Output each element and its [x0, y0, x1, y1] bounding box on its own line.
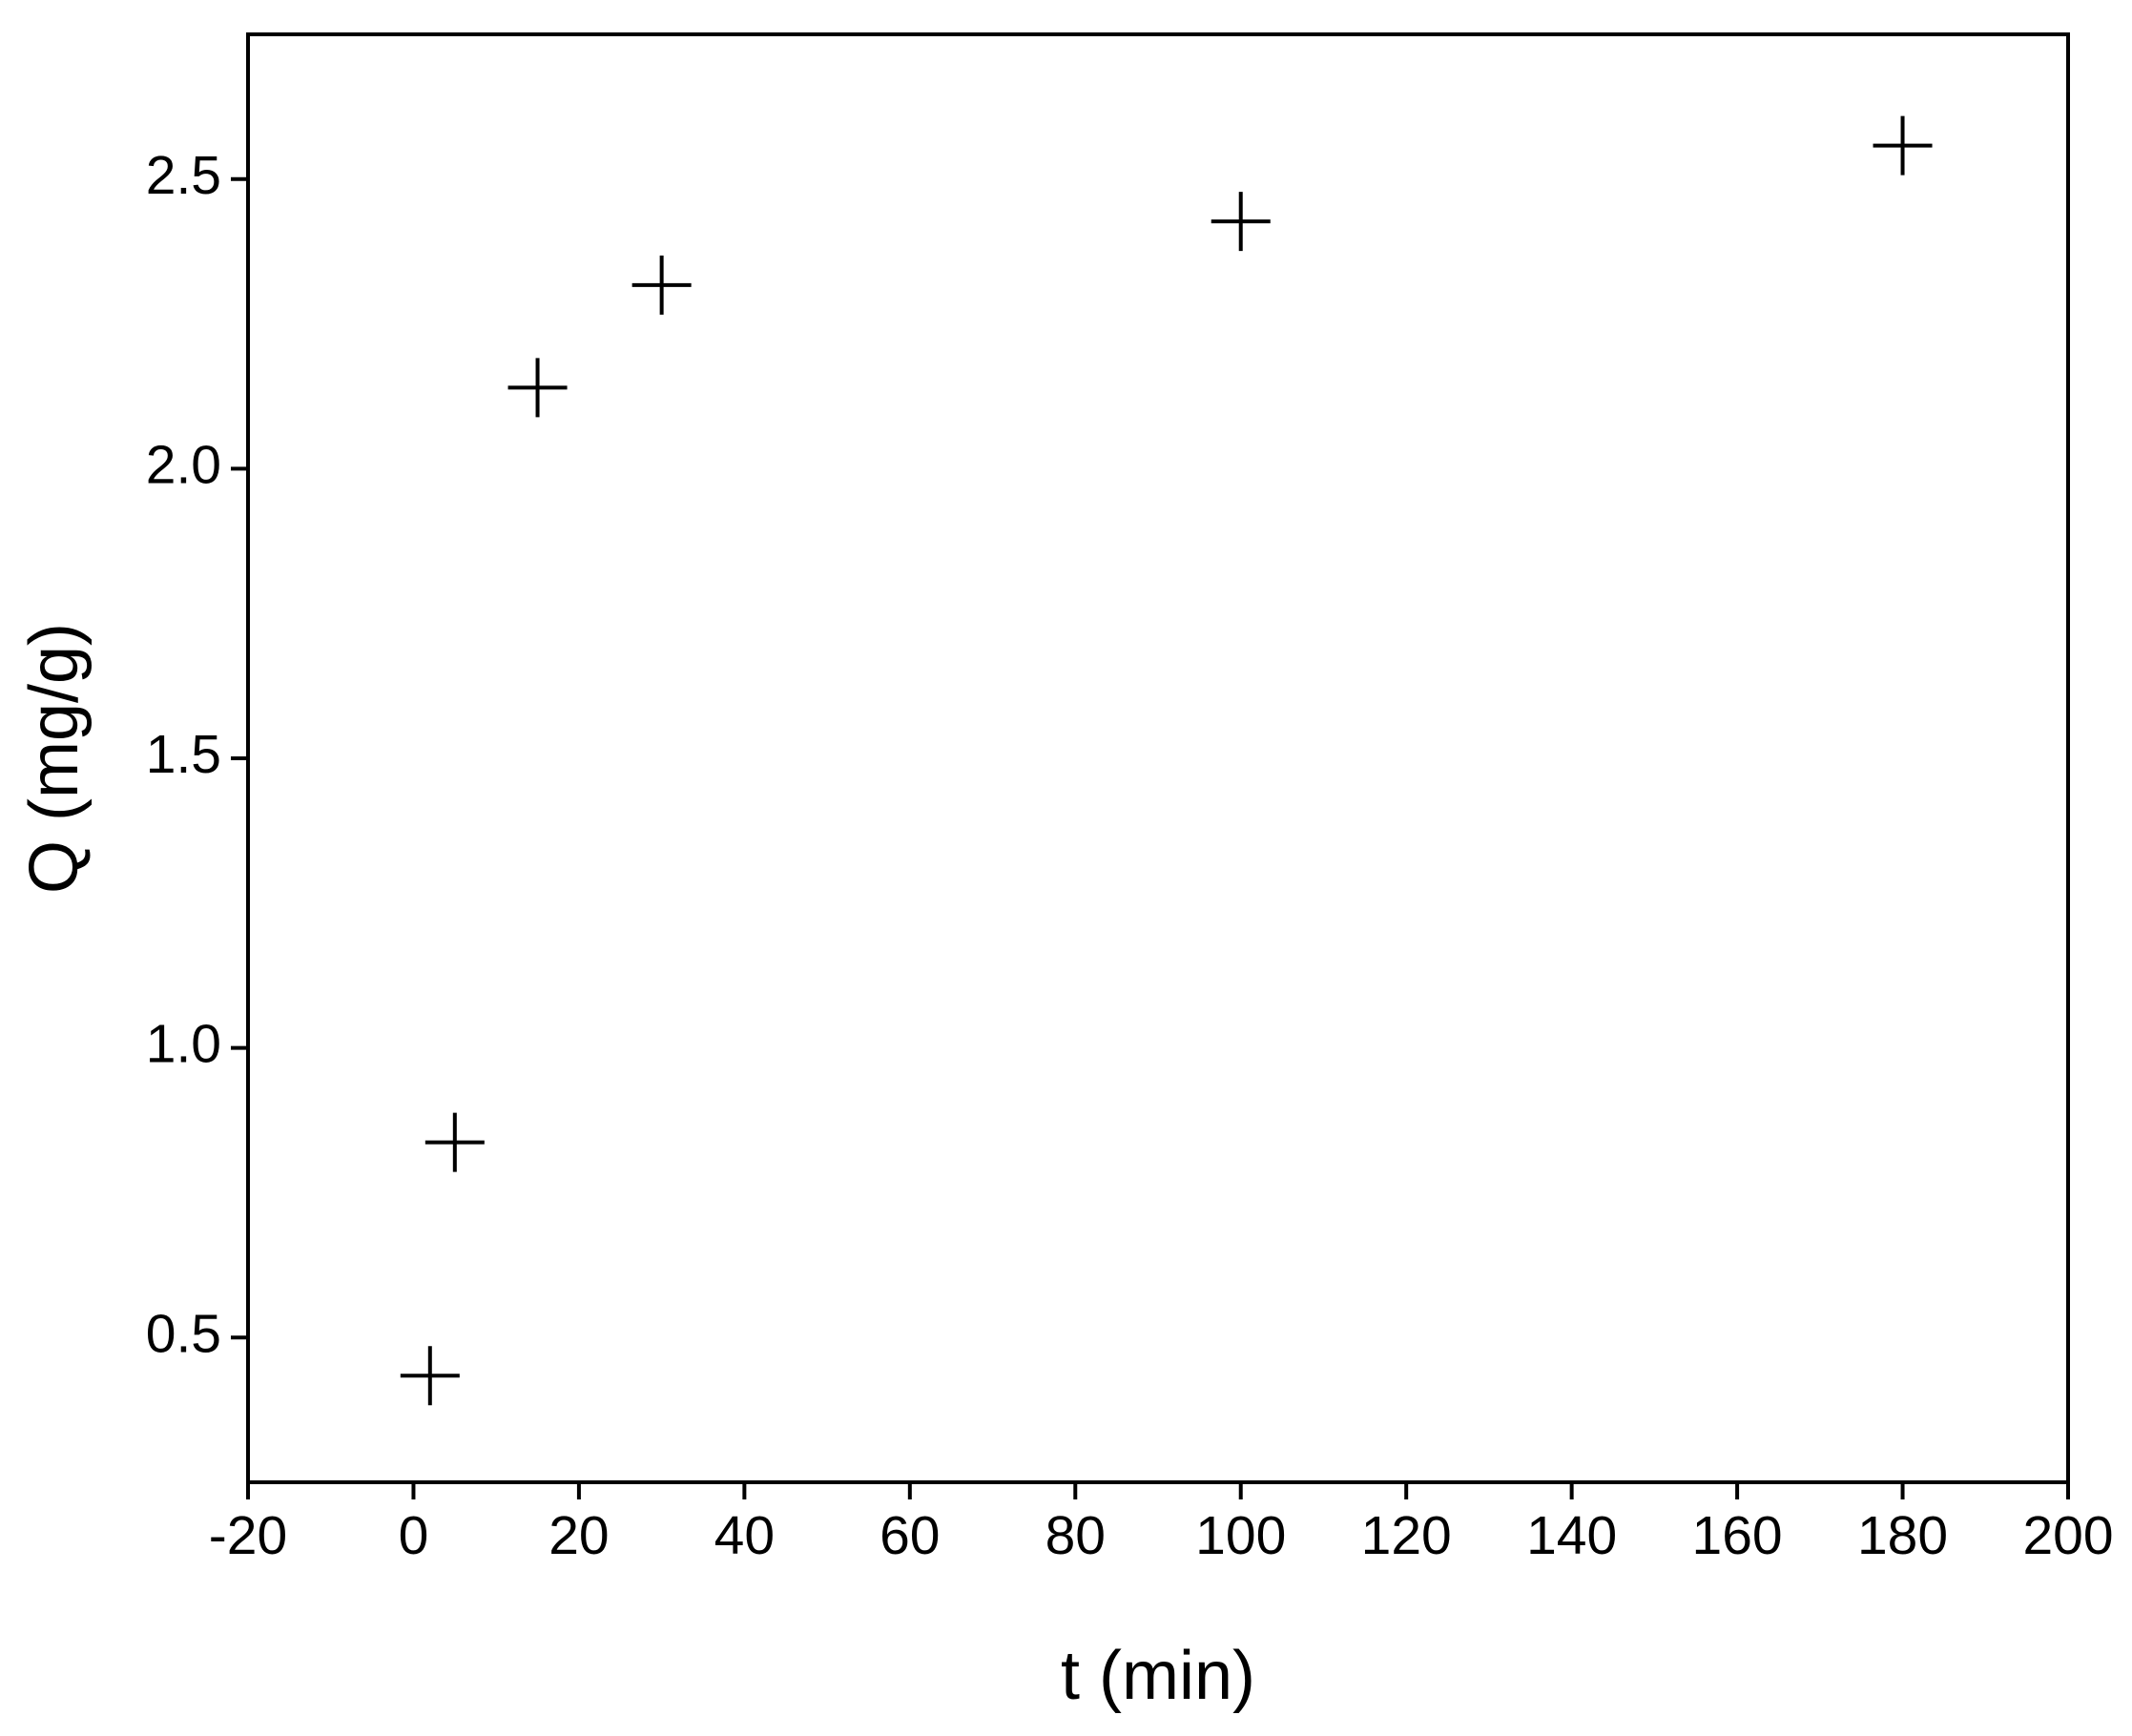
x-tick-label: 40 — [714, 1505, 775, 1566]
x-axis-title: t (min) — [1061, 1638, 1255, 1714]
x-tick-label: 200 — [2022, 1505, 2113, 1566]
data-point — [507, 358, 568, 418]
x-tick-label: 140 — [1526, 1505, 1617, 1566]
data-point — [424, 1112, 485, 1172]
data-point — [631, 255, 692, 315]
x-tick-label: 80 — [1045, 1505, 1106, 1566]
y-tick-label: 0.5 — [146, 1303, 221, 1364]
data-point — [400, 1346, 460, 1406]
x-tick-label: 180 — [1857, 1505, 1948, 1566]
y-tick-label: 1.5 — [146, 724, 221, 785]
y-axis-title: Q (mg/g) — [16, 623, 93, 894]
x-tick-label: 100 — [1195, 1505, 1286, 1566]
y-tick-label: 2.5 — [146, 145, 221, 206]
x-tick-label: 60 — [880, 1505, 940, 1566]
plot-frame — [246, 32, 2070, 1484]
x-tick-label: 120 — [1361, 1505, 1452, 1566]
x-tick-label: 20 — [549, 1505, 609, 1566]
data-point — [1211, 192, 1271, 252]
x-tick-label: 0 — [399, 1505, 429, 1566]
y-tick-label: 1.0 — [146, 1014, 221, 1075]
y-tick-label: 2.0 — [146, 434, 221, 495]
data-point — [1873, 115, 1933, 176]
x-tick-label: -20 — [209, 1505, 287, 1566]
x-tick-label: 160 — [1692, 1505, 1783, 1566]
